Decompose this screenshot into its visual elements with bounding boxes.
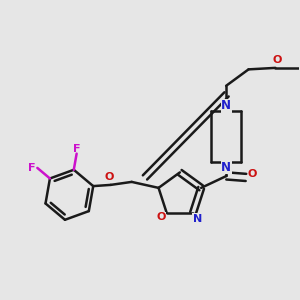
Text: O: O — [105, 172, 114, 182]
Text: F: F — [28, 163, 35, 173]
Text: O: O — [272, 56, 282, 65]
Text: N: N — [193, 214, 202, 224]
Text: F: F — [73, 144, 80, 154]
Text: N: N — [221, 161, 231, 174]
Text: N: N — [221, 99, 231, 112]
Text: O: O — [247, 169, 256, 179]
Text: O: O — [156, 212, 165, 222]
